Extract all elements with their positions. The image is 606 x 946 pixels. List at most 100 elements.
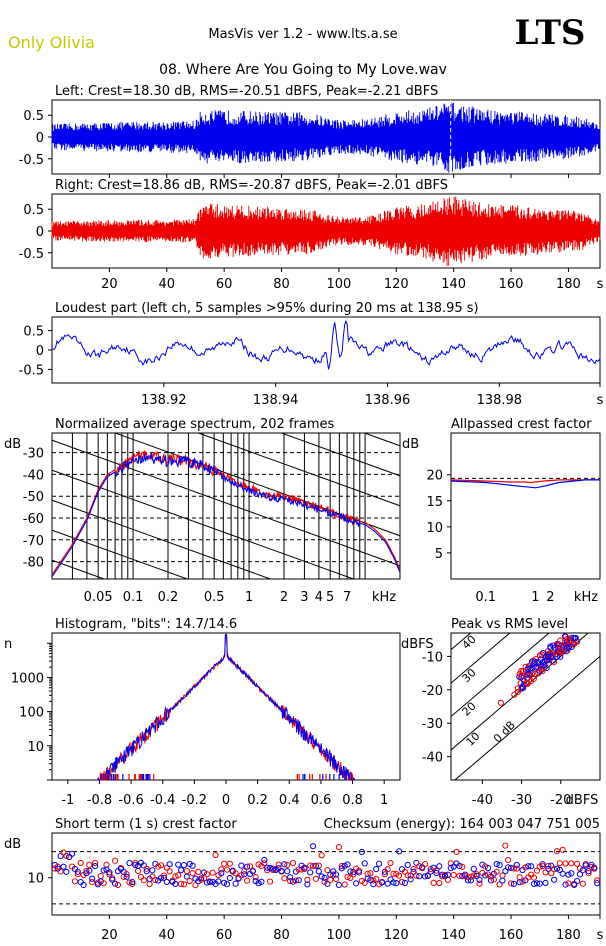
crest-point bbox=[275, 861, 282, 868]
crest-point bbox=[510, 880, 518, 887]
crest-point bbox=[264, 864, 271, 871]
crest-point bbox=[74, 871, 81, 878]
crest-point bbox=[367, 870, 374, 877]
spectrum-ylabel: dB bbox=[4, 437, 21, 452]
crest-point bbox=[109, 876, 116, 883]
spectrum-xtick-label: 7 bbox=[343, 590, 351, 605]
crest-point bbox=[476, 880, 483, 887]
allpassed-ytick-label: 5 bbox=[435, 547, 443, 562]
crest-point bbox=[519, 878, 526, 885]
peakrms-point bbox=[520, 684, 527, 691]
spectrum-series-blue bbox=[51, 452, 401, 578]
crest-point bbox=[410, 868, 417, 875]
crest-point bbox=[453, 848, 460, 855]
crest-xtick-label: 140 bbox=[441, 928, 466, 943]
crest-point bbox=[513, 861, 520, 869]
crest-point bbox=[367, 876, 374, 884]
crest-point bbox=[152, 876, 159, 884]
crest-point bbox=[384, 866, 391, 873]
peakrms-xtick-label: -40 bbox=[472, 793, 493, 808]
crest-point bbox=[203, 871, 211, 878]
left-waveform bbox=[51, 102, 601, 173]
spectrum-ytick-label: -60 bbox=[23, 512, 44, 527]
crest-point bbox=[183, 873, 190, 880]
crest-point bbox=[553, 848, 561, 855]
crest-point bbox=[307, 869, 314, 876]
crest-point bbox=[473, 871, 480, 878]
spectrum-slope-line bbox=[52, 469, 355, 579]
histogram-xtick-label: 0.2 bbox=[247, 793, 268, 808]
crest-point bbox=[226, 860, 233, 867]
allpassed-xtick-label: 1 bbox=[531, 590, 539, 605]
peakrms-point bbox=[531, 660, 538, 667]
plots: Left: Crest=18.30 dB, RMS=-20.51 dBFS, P… bbox=[4, 84, 604, 943]
crest-point bbox=[338, 862, 345, 870]
spectrum-title: Normalized average spectrum, 202 frames bbox=[55, 417, 334, 432]
crest-point bbox=[218, 866, 225, 873]
allpassed-xtick-label: 2 bbox=[546, 590, 554, 605]
spectrum-xtick-label: 1 bbox=[245, 590, 253, 605]
crest-point bbox=[421, 861, 429, 868]
crest-point bbox=[355, 869, 363, 876]
peakrms-point bbox=[549, 649, 556, 656]
crest-point bbox=[57, 868, 64, 875]
right-xtick-label: s bbox=[597, 277, 604, 292]
crest-point bbox=[568, 870, 575, 877]
crest-point bbox=[89, 875, 96, 882]
spectrum-xtick-label: 2 bbox=[280, 590, 288, 605]
crest-point bbox=[513, 865, 520, 872]
crest-point bbox=[126, 859, 133, 867]
crest-point bbox=[476, 876, 483, 883]
loudest-waveform bbox=[51, 319, 601, 370]
peakrms-diagonal bbox=[451, 633, 550, 718]
histogram-ytick-label: 100 bbox=[19, 706, 44, 721]
crest-point bbox=[456, 872, 463, 879]
crest-point bbox=[241, 868, 248, 875]
crest-point bbox=[123, 871, 130, 878]
crest-point bbox=[309, 843, 317, 850]
peakrms-point bbox=[545, 660, 552, 667]
crest-point bbox=[206, 878, 213, 885]
crest-point bbox=[63, 852, 70, 860]
crest-point bbox=[123, 873, 130, 880]
histogram-xtick-label: -0.4 bbox=[150, 793, 175, 808]
crest-point bbox=[467, 873, 474, 880]
loudest-ytick-label: 0 bbox=[36, 344, 44, 359]
crest-point bbox=[444, 871, 452, 878]
crest-point bbox=[433, 869, 440, 877]
histogram-xtick-label: 0 bbox=[222, 793, 230, 808]
crest-point bbox=[114, 881, 122, 889]
crest-point bbox=[373, 875, 380, 883]
file-name: 08. Where Are You Going to My Love.wav bbox=[159, 62, 447, 78]
crest-point bbox=[505, 856, 512, 864]
spectrum-xtick-label: 0.1 bbox=[123, 590, 144, 605]
crest-xtick-label: 80 bbox=[273, 928, 290, 943]
crest-point bbox=[473, 872, 480, 880]
crest-point bbox=[533, 880, 540, 887]
spectrum-slope-line bbox=[52, 529, 189, 579]
crest-point bbox=[54, 863, 61, 870]
crest-point bbox=[459, 863, 466, 870]
crest-point bbox=[594, 877, 601, 884]
crest-point bbox=[410, 865, 417, 873]
spectrum-ytick-label: -80 bbox=[23, 556, 44, 571]
crest-checksum: Checksum (energy): 164 003 047 751 005 bbox=[324, 817, 600, 832]
loudest-ytick-label: -0.5 bbox=[19, 363, 44, 378]
crest-frame bbox=[51, 832, 601, 916]
spectrum-xtick-label: 0.05 bbox=[84, 590, 113, 605]
crest-point bbox=[221, 860, 228, 867]
crest-xtick-label: 40 bbox=[158, 928, 175, 943]
crest-point bbox=[175, 861, 182, 868]
histogram-xtick-label: -0.8 bbox=[87, 793, 112, 808]
crest-point bbox=[496, 881, 503, 888]
right-ytick-label: -0.5 bbox=[19, 247, 44, 262]
crest-point bbox=[573, 877, 581, 885]
crest-point bbox=[530, 874, 538, 881]
crest-point bbox=[591, 864, 598, 871]
crest-point bbox=[384, 880, 391, 887]
crest-point bbox=[341, 862, 348, 869]
crest-point bbox=[393, 880, 400, 887]
crest-point bbox=[482, 872, 489, 879]
crest-point bbox=[341, 881, 348, 888]
crest-point bbox=[332, 871, 340, 878]
